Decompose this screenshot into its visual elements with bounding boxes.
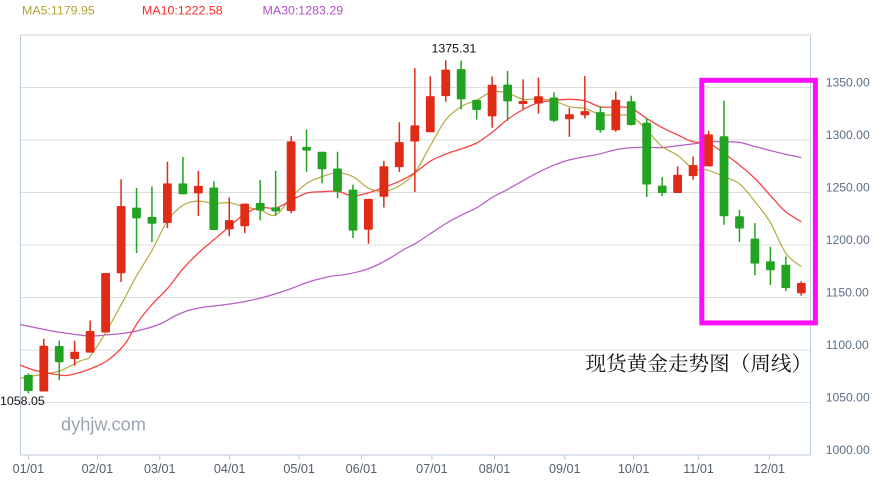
svg-text:04/01: 04/01 bbox=[214, 462, 246, 476]
svg-text:MA30:1283.29: MA30:1283.29 bbox=[263, 4, 344, 18]
svg-text:1350.00: 1350.00 bbox=[826, 76, 870, 90]
svg-text:1000.00: 1000.00 bbox=[826, 443, 870, 457]
svg-text:1100.00: 1100.00 bbox=[826, 338, 869, 352]
svg-text:1375.31: 1375.31 bbox=[432, 42, 477, 56]
svg-text:11/01: 11/01 bbox=[683, 462, 714, 476]
svg-text:1250.00: 1250.00 bbox=[826, 181, 870, 195]
svg-text:10/01: 10/01 bbox=[618, 462, 650, 476]
svg-text:03/01: 03/01 bbox=[144, 462, 176, 476]
svg-text:08/01: 08/01 bbox=[479, 462, 511, 476]
svg-text:1300.00: 1300.00 bbox=[826, 128, 870, 142]
svg-text:05/01: 05/01 bbox=[283, 462, 315, 476]
svg-text:07/01: 07/01 bbox=[416, 462, 448, 476]
svg-text:02/01: 02/01 bbox=[82, 462, 114, 476]
svg-text:06/01: 06/01 bbox=[346, 462, 378, 476]
svg-text:01/01: 01/01 bbox=[13, 462, 45, 476]
svg-text:1050.00: 1050.00 bbox=[826, 391, 870, 405]
svg-text:09/01: 09/01 bbox=[549, 462, 581, 476]
svg-text:1150.00: 1150.00 bbox=[826, 286, 869, 300]
svg-text:MA5:1179.95: MA5:1179.95 bbox=[22, 4, 95, 18]
svg-text:12/01: 12/01 bbox=[754, 462, 786, 476]
svg-text:1200.00: 1200.00 bbox=[826, 233, 870, 247]
svg-text:1058.05: 1058.05 bbox=[0, 394, 45, 408]
svg-text:dyhjw.com: dyhjw.com bbox=[61, 415, 146, 435]
svg-text:MA10:1222.58: MA10:1222.58 bbox=[142, 4, 223, 18]
